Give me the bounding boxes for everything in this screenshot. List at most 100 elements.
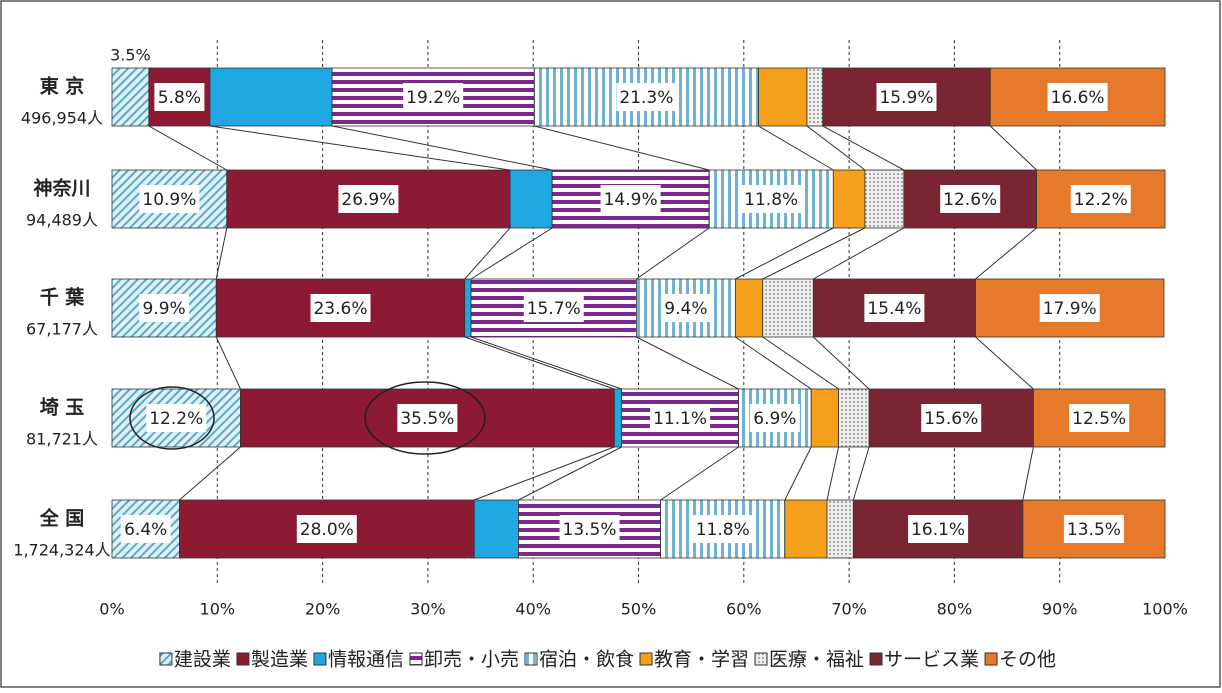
connector [179,446,241,501]
x-tick-label: 80% [937,600,973,619]
connector [735,227,834,280]
connector [636,336,739,390]
data-label-bg [139,294,190,322]
data-label: 13.5% [1067,520,1121,540]
connector [464,336,615,390]
legend: 建設業 製造業 情報通信 卸売・小売 宿泊・飲食 教育・学習 医療・福祉 サービス業 その他 [159,649,1056,671]
legend-label: 製造業 [251,649,308,671]
x-tick-label: 10% [200,600,236,619]
data-label-bg [523,294,584,322]
category-total: 94,489人 [26,211,98,230]
bar-segment [758,67,808,127]
data-label: 9.9% [143,299,186,319]
bar-segment [613,388,623,448]
bar-segment [762,278,814,338]
connector [975,227,1037,280]
connector [762,336,839,390]
bar-segment [509,169,553,229]
data-label: 12.2% [149,409,203,429]
connector [470,336,622,390]
legend-swatch [984,652,998,666]
legend-label: その他 [999,649,1056,671]
bar-segment [209,67,333,127]
data-label-bg [559,515,620,543]
connector [784,446,812,501]
data-label: 23.6% [313,299,367,319]
data-label: 11.8% [696,520,750,540]
category-label: 千 葉 [40,287,86,309]
bar-segment [473,499,519,559]
bar-segment [784,499,828,559]
data-label-bg [1063,515,1124,543]
data-label-bg [403,83,464,111]
data-label: 28.0% [300,520,354,540]
legend-label: 宿泊・飲食 [539,649,634,671]
connector [215,227,228,280]
data-label: 6.9% [753,409,796,429]
data-label: 9.4% [664,299,707,319]
data-label: 10.9% [142,190,196,210]
legend-label: 医療・福祉 [769,649,864,671]
x-tick-label: 50% [621,600,657,619]
data-label: 26.9% [341,190,395,210]
connector [660,446,739,501]
data-label: 11.1% [653,409,707,429]
connector [1022,446,1034,501]
connector [813,227,905,280]
legend-label: 建設業 [174,649,231,671]
data-label-bg [660,294,711,322]
data-label: 19.2% [406,88,460,108]
connector [812,336,870,390]
connector [464,227,511,280]
bar-segment [734,278,764,338]
data-label: 12.2% [1074,190,1128,210]
data-label: 35.5% [400,409,454,429]
data-label: 15.7% [527,299,581,319]
legend-swatch [754,652,768,666]
legend-label: 卸売・小売 [424,649,519,671]
legend-swatch [524,652,538,666]
category-total: 1,724,324人 [13,541,110,560]
data-label-bg [650,404,711,432]
connector [209,125,511,171]
data-label-bg [120,515,171,543]
data-label-bg [397,404,458,432]
data-label: 3.5% [110,46,151,65]
data-label-bg [338,185,399,213]
legend-label: 教育・学習 [654,649,749,671]
data-label: 12.6% [943,190,997,210]
connector [148,125,228,171]
legend-label: サービス業 [884,649,979,671]
data-label: 6.4% [124,520,167,540]
bar-segment [864,169,905,229]
x-tick-label: 30% [410,600,446,619]
data-label: 11.8% [744,190,798,210]
data-label: 16.6% [1051,88,1105,108]
data-label-bg [876,83,937,111]
connector [474,446,615,501]
bar-segment [868,388,1034,448]
data-label-bg [1070,185,1131,213]
bar-segment [806,67,824,127]
data-label-bg [692,515,753,543]
category-total: 67,177人 [26,320,98,339]
data-label-bg [908,515,969,543]
data-label-bg [749,404,800,432]
x-tick-label: 40% [515,600,551,619]
data-label-bg [600,185,661,213]
data-label-bg [864,294,925,322]
data-label-bg [310,294,371,322]
x-tick-label: 90% [1042,600,1078,619]
data-label: 15.6% [924,409,978,429]
legend-swatch [639,652,653,666]
connector [331,125,553,171]
data-label: 16.1% [911,520,965,540]
connector [470,227,553,280]
x-tick-label: 70% [831,600,867,619]
data-label: 14.9% [604,190,658,210]
data-label: 12.5% [1072,409,1126,429]
bar-segment [111,67,150,127]
annotation-ellipse [129,386,215,450]
data-label: 21.3% [619,88,673,108]
